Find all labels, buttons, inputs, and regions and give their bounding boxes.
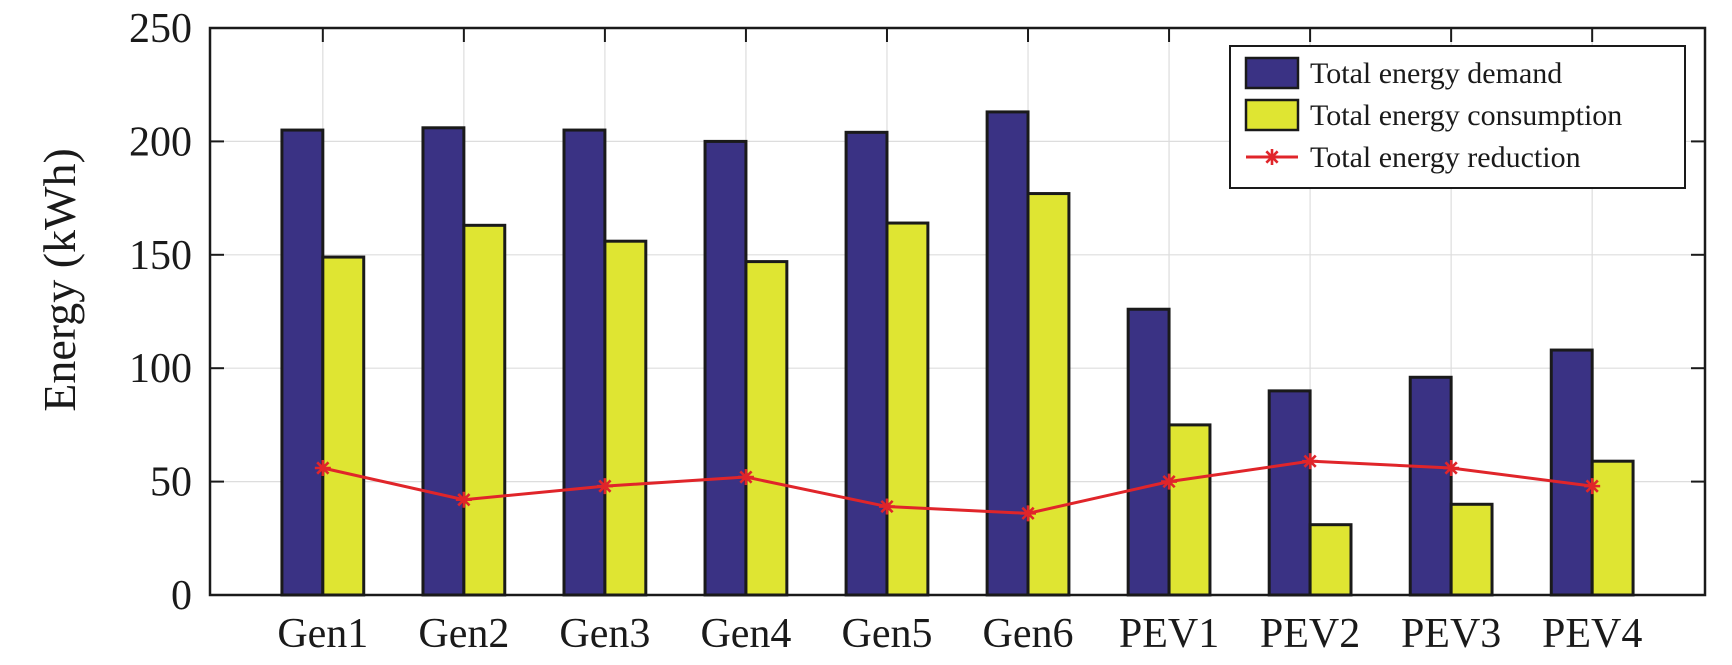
consumption-bar — [603, 239, 648, 597]
reduction-point — [1302, 453, 1319, 470]
demand-bar — [1408, 375, 1453, 597]
demand-bar — [421, 126, 466, 597]
consumption-bar — [1026, 192, 1071, 597]
demand-bar — [703, 139, 748, 597]
x-tick-label: Gen4 — [700, 611, 791, 657]
consumption-bar — [1449, 502, 1494, 597]
demand-bar — [1549, 348, 1594, 597]
consumption-bar — [462, 223, 507, 597]
reduction-line-series — [314, 453, 1601, 522]
x-tick-label: PEV1 — [1119, 611, 1219, 657]
reduction-point — [878, 498, 895, 515]
x-tick-label: Gen1 — [277, 611, 368, 657]
reduction-point — [314, 459, 331, 476]
y-tick-label: 100 — [129, 346, 192, 392]
legend-label: Total energy reduction — [1310, 141, 1581, 174]
consumption-bar — [744, 260, 789, 597]
y-tick-label: 200 — [129, 119, 192, 165]
consumption-bar — [321, 255, 366, 597]
legend-swatch — [1244, 56, 1300, 90]
y-tick-label: 50 — [150, 460, 192, 506]
reduction-point — [596, 478, 613, 495]
demand-bar — [1126, 307, 1171, 597]
legend-box — [1229, 45, 1686, 189]
x-tick-label: PEV3 — [1401, 611, 1501, 657]
legend-marker — [1264, 149, 1280, 165]
demand-bar — [562, 128, 607, 597]
y-tick-label: 250 — [129, 6, 192, 52]
reduction-point — [455, 491, 472, 508]
y-axis-label: Energy (kWh) — [34, 148, 85, 412]
reduction-line — [322, 459, 1593, 515]
x-tick-label: Gen2 — [418, 611, 509, 657]
reduction-point — [1020, 505, 1037, 522]
x-tick-label: Gen3 — [559, 611, 650, 657]
plot-frame — [208, 26, 1707, 597]
tick-labels: 0 50 100 150 200 250 Gen1 Gen2 Gen3 Gen4 Gen5 Gen6 P… — [129, 6, 1642, 657]
x-tick-label: Gen5 — [841, 611, 932, 657]
axis-ticks — [210, 28, 1705, 595]
y-tick-label: 150 — [129, 233, 192, 279]
demand-bar — [985, 110, 1030, 597]
legend-label: Total energy demand — [1310, 57, 1562, 90]
reduction-point — [1584, 478, 1601, 495]
demand-bar — [280, 128, 325, 597]
reduction-point — [737, 469, 754, 486]
consumption-bar — [885, 221, 930, 597]
reduction-point — [1443, 459, 1460, 476]
consumption-bar — [1308, 523, 1353, 597]
x-tick-label: PEV2 — [1260, 611, 1360, 657]
consumption-bar — [1167, 423, 1212, 597]
y-tick-label: 0 — [171, 573, 192, 619]
demand-bar — [1267, 389, 1312, 597]
demand-bar — [844, 130, 889, 597]
x-tick-label: PEV4 — [1542, 611, 1642, 657]
reduction-point — [1161, 473, 1178, 490]
legend-label: Total energy consumption — [1310, 99, 1622, 132]
legend-swatch — [1244, 98, 1300, 132]
x-tick-label: Gen6 — [983, 611, 1074, 657]
legend: Total energy demand Total energy consumpt… — [1229, 45, 1686, 189]
